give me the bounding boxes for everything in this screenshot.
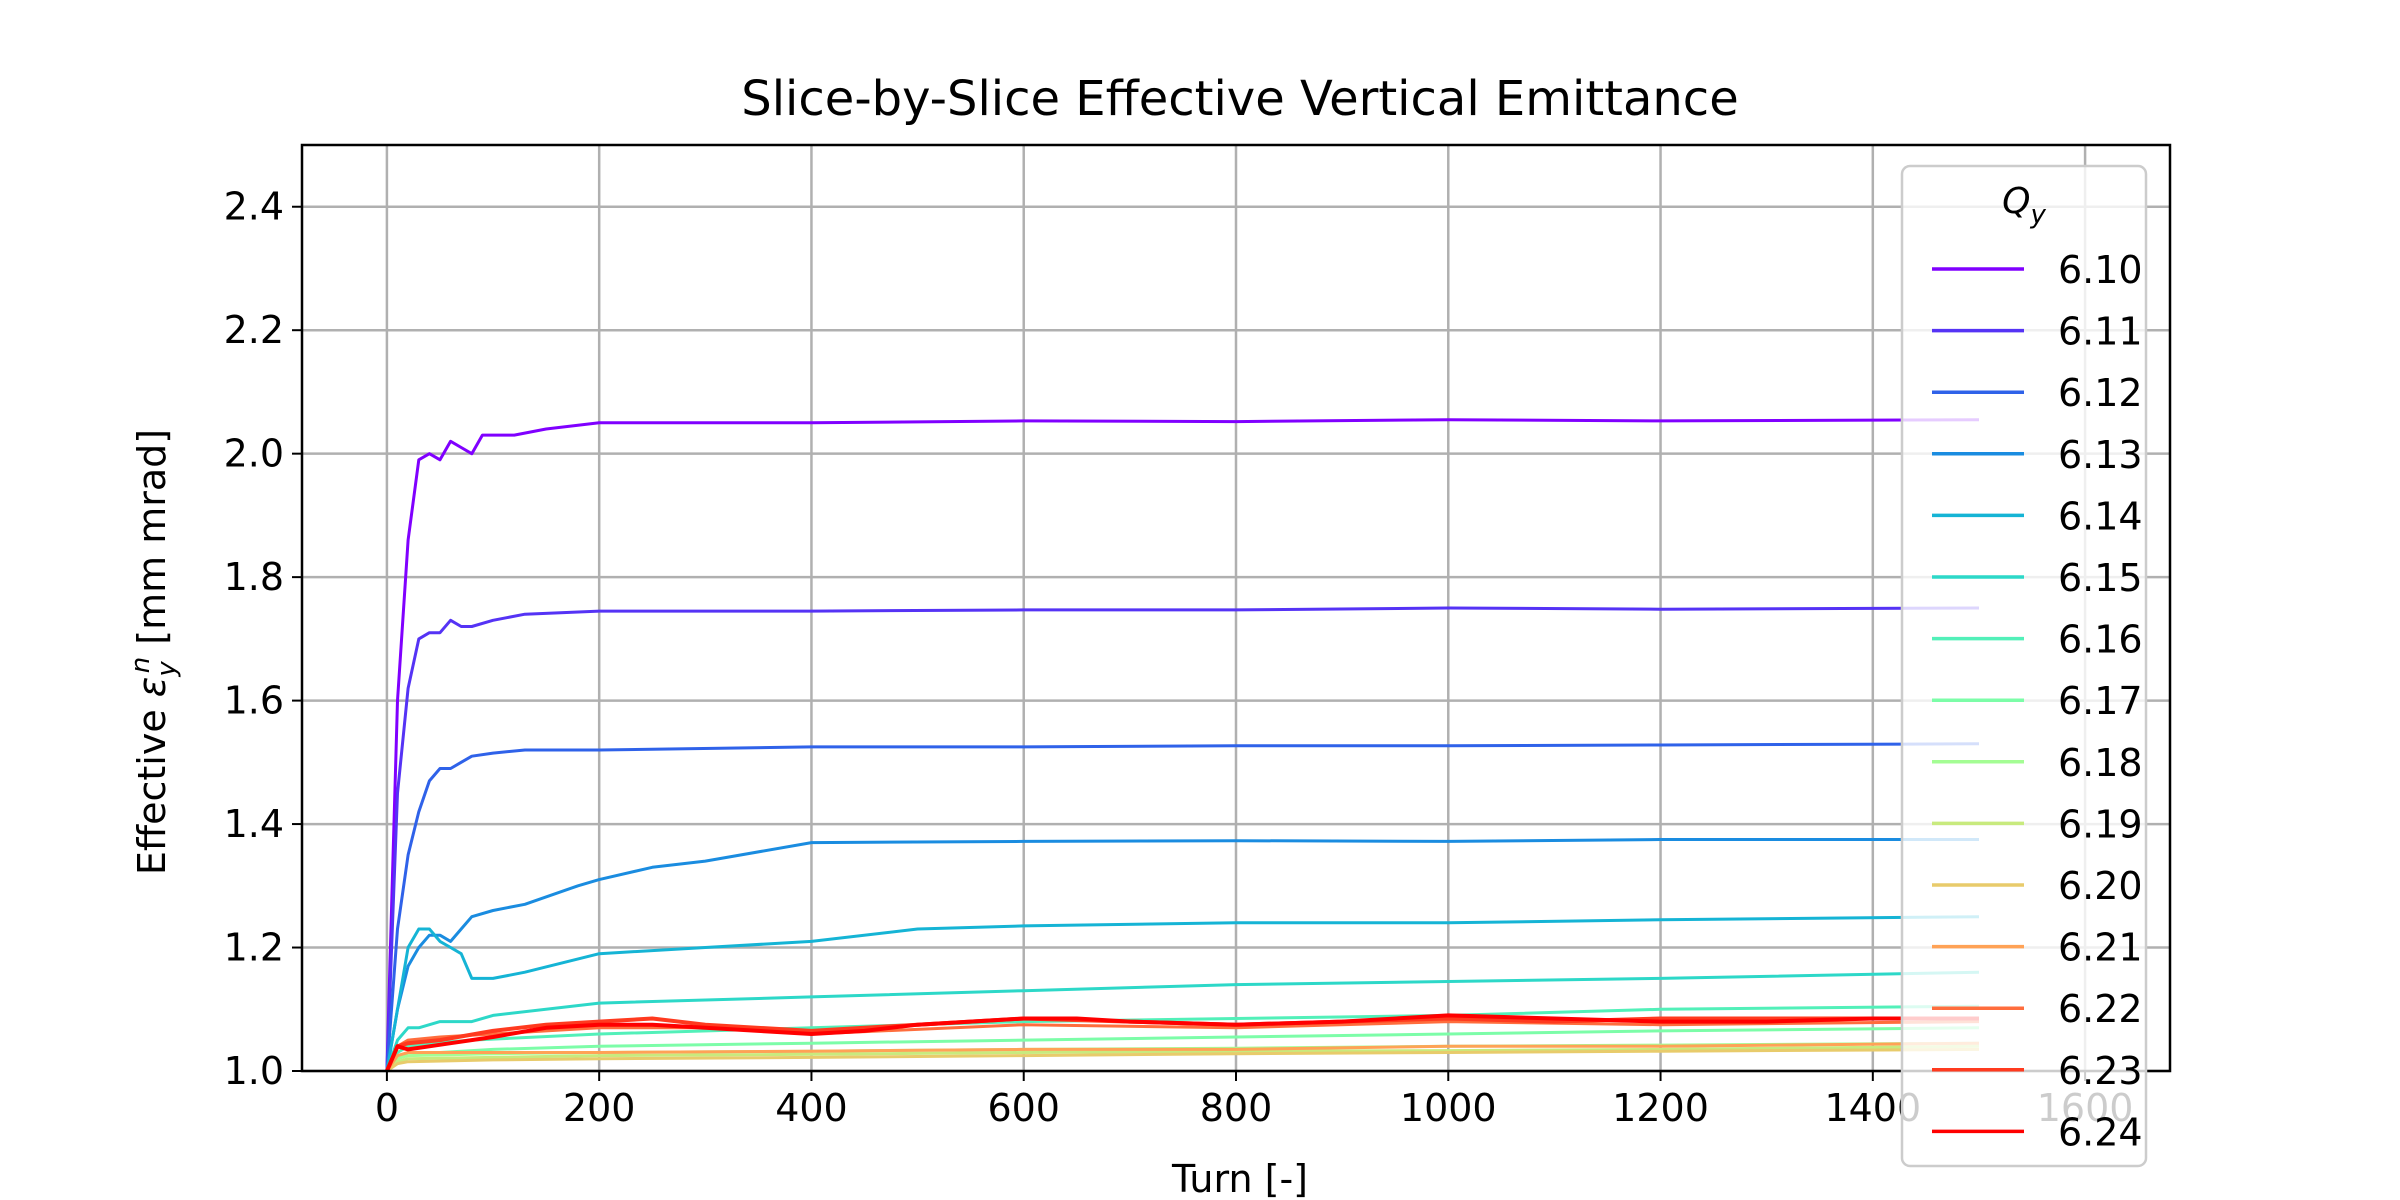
legend-label: 6.14 [2058,494,2143,538]
legend-label: 6.18 [2058,741,2143,785]
axis-ticks: 020040060080010001200140016001.01.21.41.… [224,185,2134,1130]
series-line-6-10 [385,418,1980,1072]
x-axis-label: Turn [-] [1171,1157,1308,1200]
series-line-6-24 [385,1013,1979,1072]
x-tick-label: 1200 [1612,1086,1709,1130]
y-label-superscript: n [126,657,156,673]
legend-entry: 6.20 [1932,864,2143,908]
legend-entry: 6.14 [1932,494,2143,538]
legend-label: 6.13 [2058,433,2143,477]
legend-label: 6.20 [2058,864,2143,908]
legend-entry: 6.12 [1932,371,2143,415]
legend-title: Qy [2002,181,2046,230]
x-tick-label: 800 [1200,1086,1273,1130]
y-tick-label: 1.6 [224,679,284,723]
series-line-6-14 [385,915,1980,1072]
y-axis-label: Effective εyn [mm mrad] [126,429,182,875]
series-line-6-12 [385,742,1980,1072]
legend: Qy 6.106.116.126.136.146.156.166.176.186… [1900,164,2148,1168]
legend-title-sub: y [2029,200,2046,230]
series-lines [385,418,1980,1073]
legend-entry: 6.23 [1932,1049,2143,1093]
legend-label: 6.12 [2058,371,2143,415]
legend-box [1900,164,2148,1168]
series-line-6-20 [386,1047,1980,1073]
legend-label: 6.21 [2058,926,2143,970]
series-line-6-19 [385,1044,1980,1073]
y-tick-label: 2.0 [224,432,284,476]
legend-entry: 6.10 [1932,248,2143,292]
x-tick-label: 0 [375,1086,399,1130]
series-line-6-21 [385,1041,1980,1072]
legend-title-main: Q [2002,181,2030,222]
x-tick-label: 200 [563,1086,636,1130]
legend-label: 6.17 [2058,679,2143,723]
series-line-6-13 [385,838,1979,1072]
y-label-subscript: y [152,661,182,678]
legend-entry: 6.18 [1932,741,2143,785]
legend-label: 6.10 [2058,248,2143,292]
legend-label: 6.22 [2058,987,2143,1031]
legend-entry: 6.19 [1932,802,2143,846]
legend-entry: 6.15 [1932,556,2143,600]
chart-title: Slice-by-Slice Effective Vertical Emitta… [741,71,1738,127]
legend-entry: 6.11 [1932,310,2143,354]
y-label-prefix: Effective [130,697,174,875]
legend-label: 6.19 [2058,802,2143,846]
legend-entry: 6.16 [1932,618,2143,662]
legend-label: 6.15 [2058,556,2143,600]
legend-label: 6.24 [2058,1110,2143,1154]
legend-entry: 6.17 [1932,679,2143,723]
legend-entry: 6.24 [1932,1110,2143,1154]
legend-label: 6.16 [2058,618,2143,662]
x-tick-label: 600 [987,1086,1060,1130]
y-tick-label: 2.4 [224,185,284,229]
series-line-6-11 [385,606,1980,1072]
legend-label: 6.11 [2058,310,2143,354]
y-label-symbol: ε [130,677,174,698]
legend-entry: 6.21 [1932,926,2143,970]
y-tick-label: 1.2 [224,926,284,970]
x-tick-label: 1000 [1400,1086,1497,1130]
y-tick-label: 1.0 [224,1049,284,1093]
x-tick-label: 400 [775,1086,848,1130]
y-tick-label: 2.2 [224,308,284,352]
series-line-6-23 [385,1016,1979,1072]
legend-entries: 6.10 6.11 6.12 6.13 6.14 6.15 6.16 6.17 6.18 6.19… [1932,248,2143,1154]
y-tick-label: 1.4 [224,802,284,846]
legend-entry: 6.22 [1932,987,2143,1031]
series-line-6-15 [385,970,1980,1072]
legend-label: 6.23 [2058,1049,2143,1093]
y-label-suffix: [mm mrad] [130,429,174,657]
legend-entry: 6.13 [1932,433,2143,477]
y-tick-label: 1.8 [224,555,284,599]
